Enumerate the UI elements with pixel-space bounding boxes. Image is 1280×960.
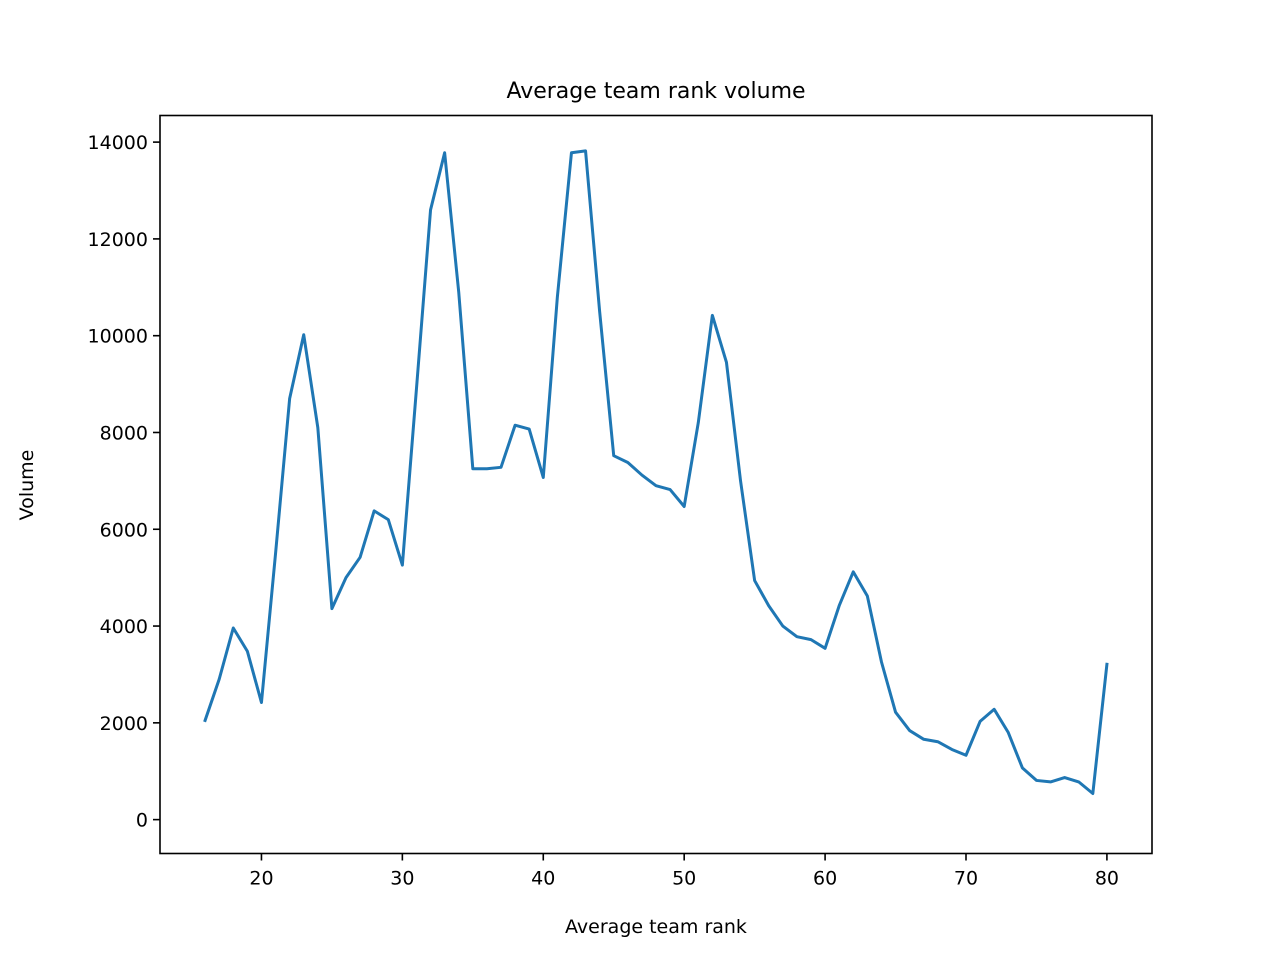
y-axis-label: Volume: [16, 450, 38, 521]
x-axis-label: Average team rank: [565, 916, 747, 938]
x-tick-label: 20: [249, 868, 273, 890]
chart-title: Average team rank volume: [506, 79, 805, 104]
x-tick-label: 80: [1095, 868, 1119, 890]
y-tick-label: 12000: [88, 229, 148, 251]
x-axis: 20 30 40 50 60 70 80: [249, 853, 1119, 890]
y-axis: 0 2000 4000 6000 8000 10000 12000 14000: [88, 132, 160, 832]
y-tick-label: 10000: [88, 326, 148, 348]
x-tick-label: 30: [390, 868, 414, 890]
x-tick-label: 50: [672, 868, 696, 890]
y-tick-label: 14000: [88, 132, 148, 154]
x-tick-label: 70: [954, 868, 978, 890]
axes-frame: [159, 114, 1153, 855]
y-tick-label: 0: [136, 810, 148, 832]
x-tick-label: 40: [531, 868, 555, 890]
y-tick-label: 6000: [100, 519, 148, 541]
y-tick-label: 8000: [100, 422, 148, 444]
y-tick-label: 4000: [100, 616, 148, 638]
series-line: [203, 149, 1109, 795]
y-tick-label: 2000: [100, 713, 148, 735]
plot-area: [203, 149, 1109, 795]
x-tick-label: 60: [813, 868, 837, 890]
